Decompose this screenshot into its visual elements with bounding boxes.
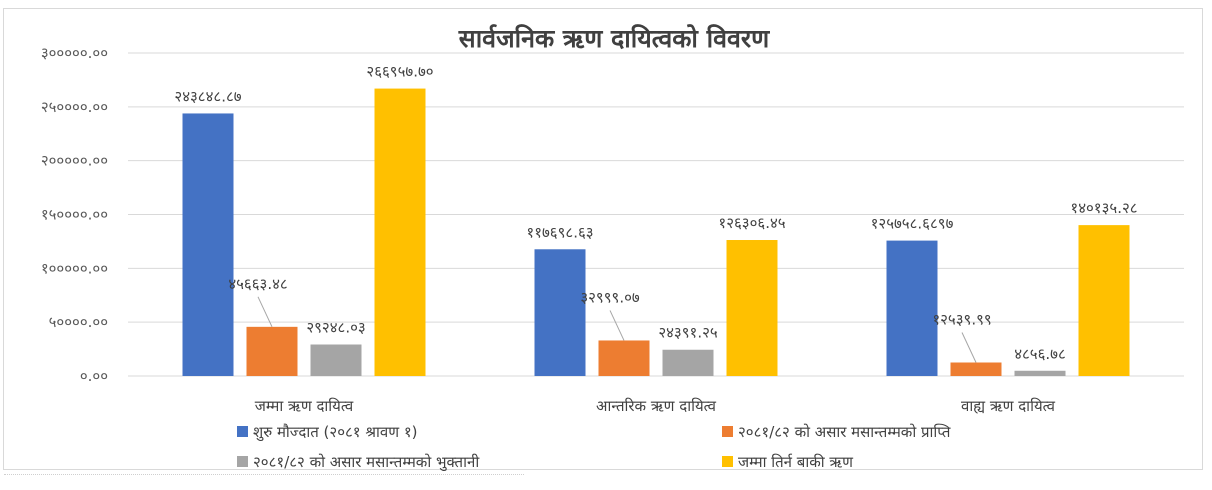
- gridlines: [128, 52, 1184, 377]
- bars: [182, 88, 1130, 376]
- bar: [310, 344, 362, 376]
- leader-line: [961, 332, 977, 363]
- leader-line: [257, 296, 273, 328]
- data-label: २९२४८.०३: [306, 319, 365, 337]
- y-tick-label: ३०००००.००: [41, 44, 108, 62]
- bar: [246, 326, 298, 376]
- legend-label: जम्मा तिर्न बाकी ऋण: [738, 453, 854, 471]
- data-label: २४३९१.२५: [658, 324, 718, 342]
- y-axis: ०.०० ५००००.०० १०००००.०० १५००००.०० २०००००.०० २…: [41, 44, 108, 385]
- legend-swatch: [237, 426, 248, 437]
- data-label: ४५६६३.४८: [228, 275, 287, 293]
- legend: शुरु मौज्दात (२०८१ श्रावण १) २०८१/८२ को अ…: [237, 423, 951, 471]
- y-tick-label: १५००००.००: [41, 206, 108, 224]
- bar: [374, 88, 426, 376]
- data-label: १२५७५८.६८९७: [871, 215, 954, 233]
- x-category-label: आन्तरिक ऋण दायित्व: [596, 397, 717, 415]
- y-tick-label: २०००००.००: [41, 152, 108, 170]
- legend-swatch: [722, 456, 733, 467]
- y-tick-label: ०.००: [80, 367, 108, 385]
- x-category-label: जम्मा ऋण दायित्व: [255, 397, 354, 415]
- bar: [662, 349, 714, 376]
- leader-line: [609, 310, 625, 341]
- legend-label: २०८१/८२ को असार मसान्तम्मको भुक्तानी: [253, 453, 480, 471]
- y-tick-label: ५००००.००: [49, 313, 108, 331]
- y-tick-label: २५००००.००: [41, 98, 108, 116]
- bar: [886, 240, 938, 376]
- bar: [726, 240, 778, 376]
- bar: [1014, 370, 1066, 376]
- x-axis: जम्मा ऋण दायित्व आन्तरिक ऋण दायित्व वाह्य …: [255, 397, 1056, 415]
- y-tick-label: १०००००.००: [41, 259, 108, 277]
- data-label: १४०१३५.२८: [1070, 199, 1137, 217]
- bar: [182, 113, 234, 376]
- data-label: ११७६९८.६३: [526, 223, 593, 241]
- data-labels: २४३८४८.८७ ४५६६३.४८ २९२४८.०३ २६६९५७.७० ११७६९८…: [174, 63, 1137, 363]
- data-label: ४८५६.७८: [1014, 345, 1066, 363]
- data-label: २६६९५७.७०: [366, 63, 433, 81]
- bar: [950, 362, 1002, 376]
- legend-label: २०८१/८२ को असार मसान्तम्मको प्राप्ति: [738, 423, 951, 441]
- data-label: ३२९९९.०७: [580, 288, 640, 306]
- data-label: २४३८४८.८७: [174, 87, 241, 105]
- chart-title: सार्वजनिक ऋण दायित्वको विवरण: [458, 24, 770, 53]
- bar-chart: सार्वजनिक ऋण दायित्वको विवरण ०.०० ५००००.०…: [41, 24, 1184, 471]
- bar: [534, 249, 586, 376]
- footnote-divider: [4, 474, 524, 483]
- legend-swatch: [237, 456, 248, 467]
- data-label: १२६३०६.४५: [718, 214, 785, 232]
- x-category-label: वाह्य ऋण दायित्व: [961, 397, 1056, 415]
- legend-swatch: [722, 426, 733, 437]
- legend-label: शुरु मौज्दात (२०८१ श्रावण १): [253, 423, 417, 442]
- bar: [598, 340, 650, 376]
- data-label: १२५३९.९९: [932, 310, 991, 328]
- bar: [1078, 225, 1130, 376]
- chart-frame: सार्वजनिक ऋण दायित्वको विवरण ०.०० ५००००.०…: [3, 8, 1203, 471]
